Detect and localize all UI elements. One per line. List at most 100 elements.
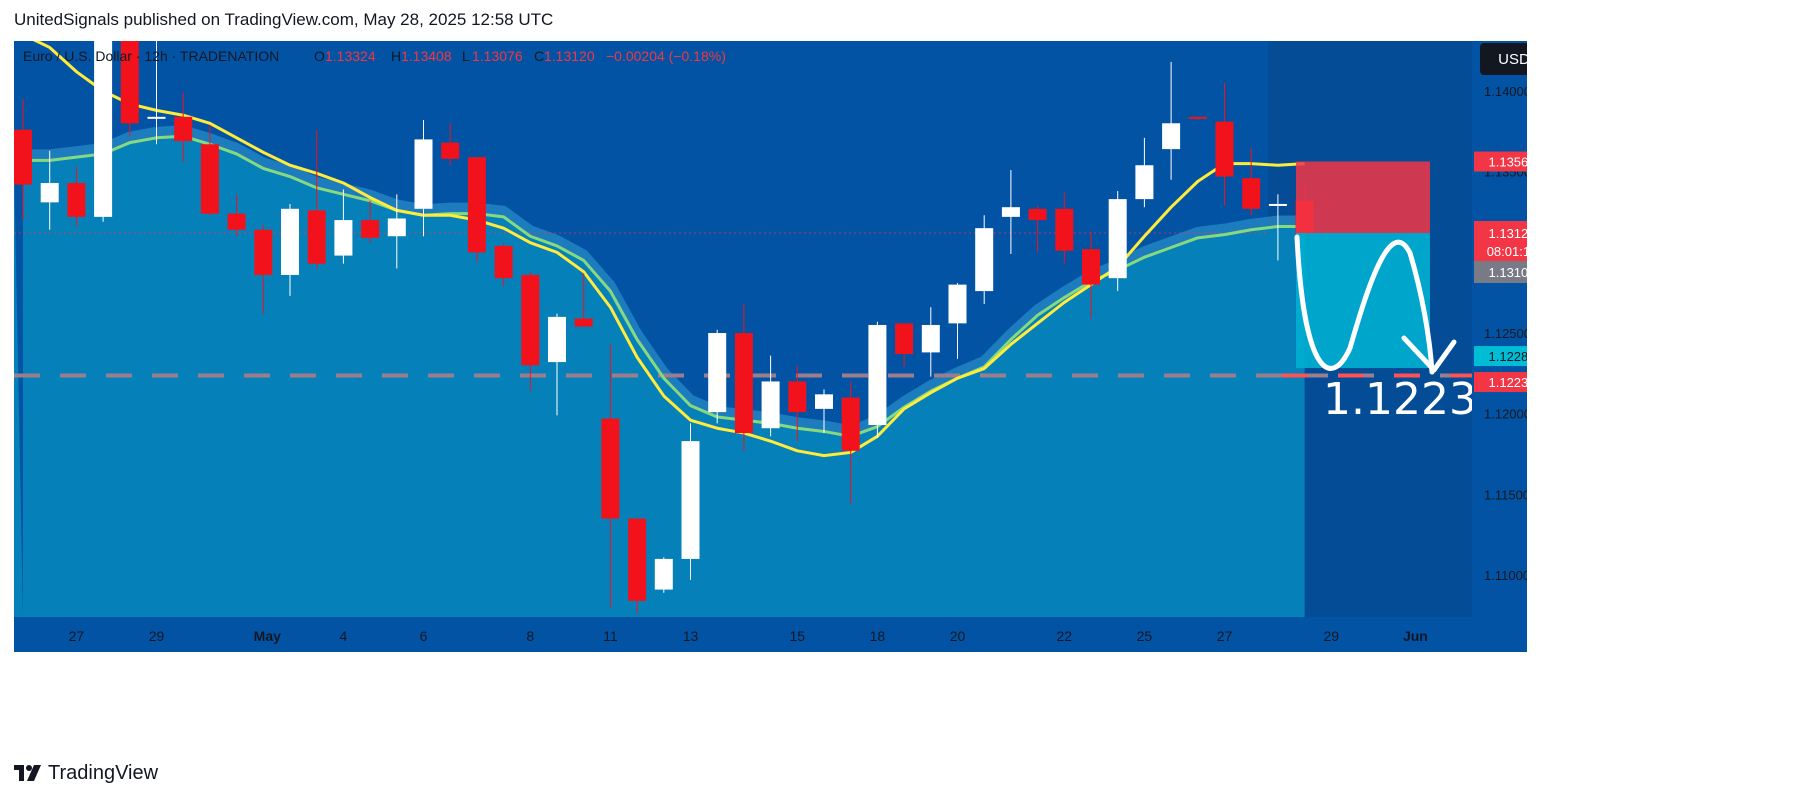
candle-body (921, 324, 940, 353)
candle-body (14, 129, 32, 185)
x-tick-label: 29 (149, 628, 165, 644)
candle-body (975, 228, 994, 292)
x-tick-label: 18 (870, 628, 886, 644)
candle-body (174, 116, 193, 142)
candle-body (227, 213, 246, 230)
candle-body (1242, 178, 1261, 209)
stop-price-label: 1.13563 (1489, 155, 1528, 170)
x-tick-label: 27 (69, 628, 85, 644)
candle-body (120, 41, 139, 124)
candle (1028, 205, 1047, 253)
candle (521, 271, 540, 392)
legend-h-value: 1.13408 (401, 48, 452, 64)
candle (307, 129, 326, 269)
candle (548, 313, 566, 416)
candle (1242, 147, 1261, 216)
candle-body (467, 157, 486, 253)
legend-o-value: 1.13324 (325, 48, 376, 64)
candle-body (574, 318, 593, 327)
x-tick-label: 4 (340, 628, 348, 644)
x-tick-label: 22 (1057, 628, 1073, 644)
candle (1001, 170, 1020, 254)
x-tick-label: 20 (950, 628, 966, 644)
candle (414, 120, 433, 237)
candle (361, 200, 380, 243)
legend-h-label: H (391, 48, 401, 64)
candle-body (601, 418, 620, 519)
candle (734, 303, 753, 451)
candle (1108, 191, 1127, 292)
candle (1055, 192, 1074, 264)
candle-body (788, 381, 807, 413)
candle-body (681, 441, 700, 559)
candle-body (1001, 207, 1020, 217)
legend-o-label: O (314, 48, 325, 64)
x-tick-label: 13 (683, 628, 699, 644)
candle (654, 557, 673, 593)
candle-body (147, 116, 166, 119)
candle (1268, 194, 1287, 261)
candle-body (841, 397, 860, 451)
candle (120, 41, 139, 137)
footer-brand: TradingView (14, 758, 158, 788)
candle (387, 194, 406, 269)
candle-body (1055, 208, 1074, 251)
publish-header: UnitedSignals published on TradingView.c… (14, 10, 554, 29)
target-price-text: 1.1223 (1323, 374, 1477, 425)
stop-price-label-bg (1474, 151, 1527, 172)
x-tick-label: 11 (603, 628, 618, 644)
candle-body (254, 229, 273, 275)
y-tick-label: 1.11500 (1484, 487, 1527, 502)
price-chart[interactable]: 1.1223 1.140001.135001.130001.125001.120… (14, 41, 1527, 652)
candle-body (1215, 121, 1234, 177)
candle-body (1162, 123, 1181, 150)
candle (1188, 116, 1207, 121)
candle (14, 99, 32, 221)
candle (227, 194, 246, 237)
candle (601, 344, 620, 608)
candle (681, 423, 700, 580)
projected-path-arrow (1294, 234, 1435, 375)
countdown-label: 08:01:14 (1487, 244, 1527, 259)
target-price-label: 1.12283 (1489, 349, 1528, 364)
x-tick-label: 25 (1137, 628, 1153, 644)
candle (815, 389, 833, 434)
candle-body (1108, 199, 1127, 279)
candle (174, 92, 193, 163)
candle-body (40, 182, 59, 203)
x-tick-label: 29 (1324, 628, 1340, 644)
candle-body (361, 220, 380, 238)
candle (147, 41, 166, 145)
candle-body (67, 182, 86, 217)
candle-body (1028, 208, 1047, 221)
candle (1135, 137, 1154, 208)
target2-price-label: 1.12237 (1489, 375, 1528, 390)
prev-close-label-bg (1474, 261, 1527, 283)
candle (334, 189, 353, 264)
last-price-label-bg (1474, 221, 1527, 261)
legend-c-label: C (534, 48, 544, 64)
candle (788, 365, 807, 442)
candle-body (1268, 203, 1287, 206)
candle (1215, 82, 1234, 206)
candle (1162, 61, 1181, 180)
legend-l-label: L (462, 48, 470, 64)
candle (574, 273, 593, 327)
candle-body (334, 220, 353, 256)
candle (975, 215, 994, 304)
legend-l-value: 1.13076 (472, 48, 523, 64)
candle-body (387, 218, 406, 237)
candle-body (1082, 249, 1100, 285)
candle (921, 307, 940, 377)
candle-body (815, 394, 833, 409)
candle (761, 355, 780, 437)
candle (467, 157, 486, 263)
candle (868, 321, 887, 438)
stop-loss-zone (1296, 161, 1430, 233)
y-tick-label: 1.11000 (1484, 568, 1527, 583)
candle-body (441, 142, 460, 159)
last-price-label: 1.13120 (1489, 226, 1528, 241)
currency-button[interactable]: USD (1480, 43, 1527, 75)
candle-body (1135, 165, 1154, 200)
legend-c-value: 1.13120 (544, 48, 595, 64)
